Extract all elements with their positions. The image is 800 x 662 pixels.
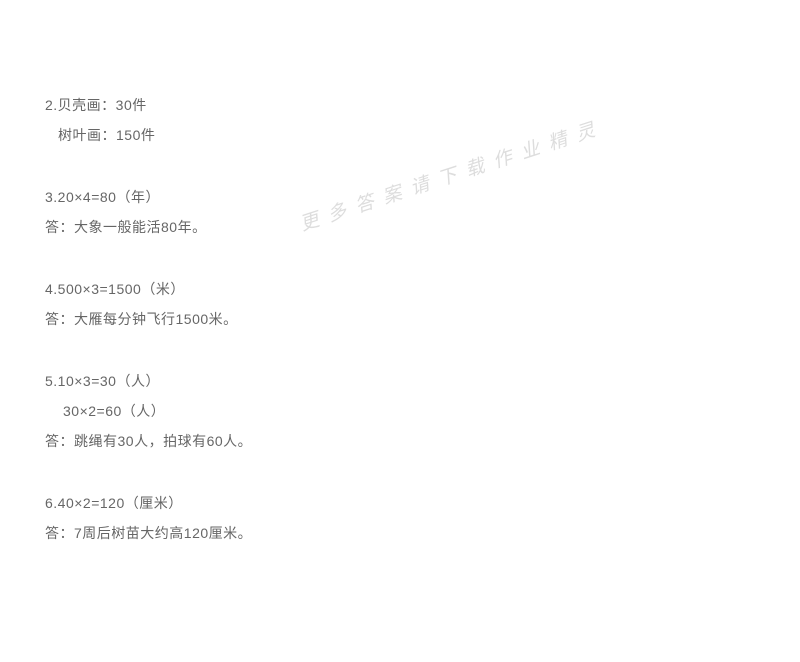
answer-line: 答：跳绳有30人，拍球有60人。 [45, 426, 755, 456]
answer-line: 树叶画：150件 [45, 120, 755, 150]
answer-line: 4.500×3=1500（米） [45, 274, 755, 304]
answer-line: 30×2=60（人） [45, 396, 755, 426]
answer-line: 2.贝壳画：30件 [45, 90, 755, 120]
problem-4: 4.500×3=1500（米） 答：大雁每分钟飞行1500米。 [45, 274, 755, 334]
answer-line: 答：大雁每分钟飞行1500米。 [45, 304, 755, 334]
problem-2: 2.贝壳画：30件 树叶画：150件 [45, 90, 755, 150]
answer-line: 3.20×4=80（年） [45, 182, 755, 212]
problem-5: 5.10×3=30（人） 30×2=60（人） 答：跳绳有30人，拍球有60人。 [45, 366, 755, 456]
answer-line: 答：7周后树苗大约高120厘米。 [45, 518, 755, 548]
answer-line: 6.40×2=120（厘米） [45, 488, 755, 518]
problem-6: 6.40×2=120（厘米） 答：7周后树苗大约高120厘米。 [45, 488, 755, 548]
answer-line: 答：大象一般能活80年。 [45, 212, 755, 242]
answer-line: 5.10×3=30（人） [45, 366, 755, 396]
answer-content: 2.贝壳画：30件 树叶画：150件 3.20×4=80（年） 答：大象一般能活… [0, 0, 800, 548]
problem-3: 3.20×4=80（年） 答：大象一般能活80年。 [45, 182, 755, 242]
